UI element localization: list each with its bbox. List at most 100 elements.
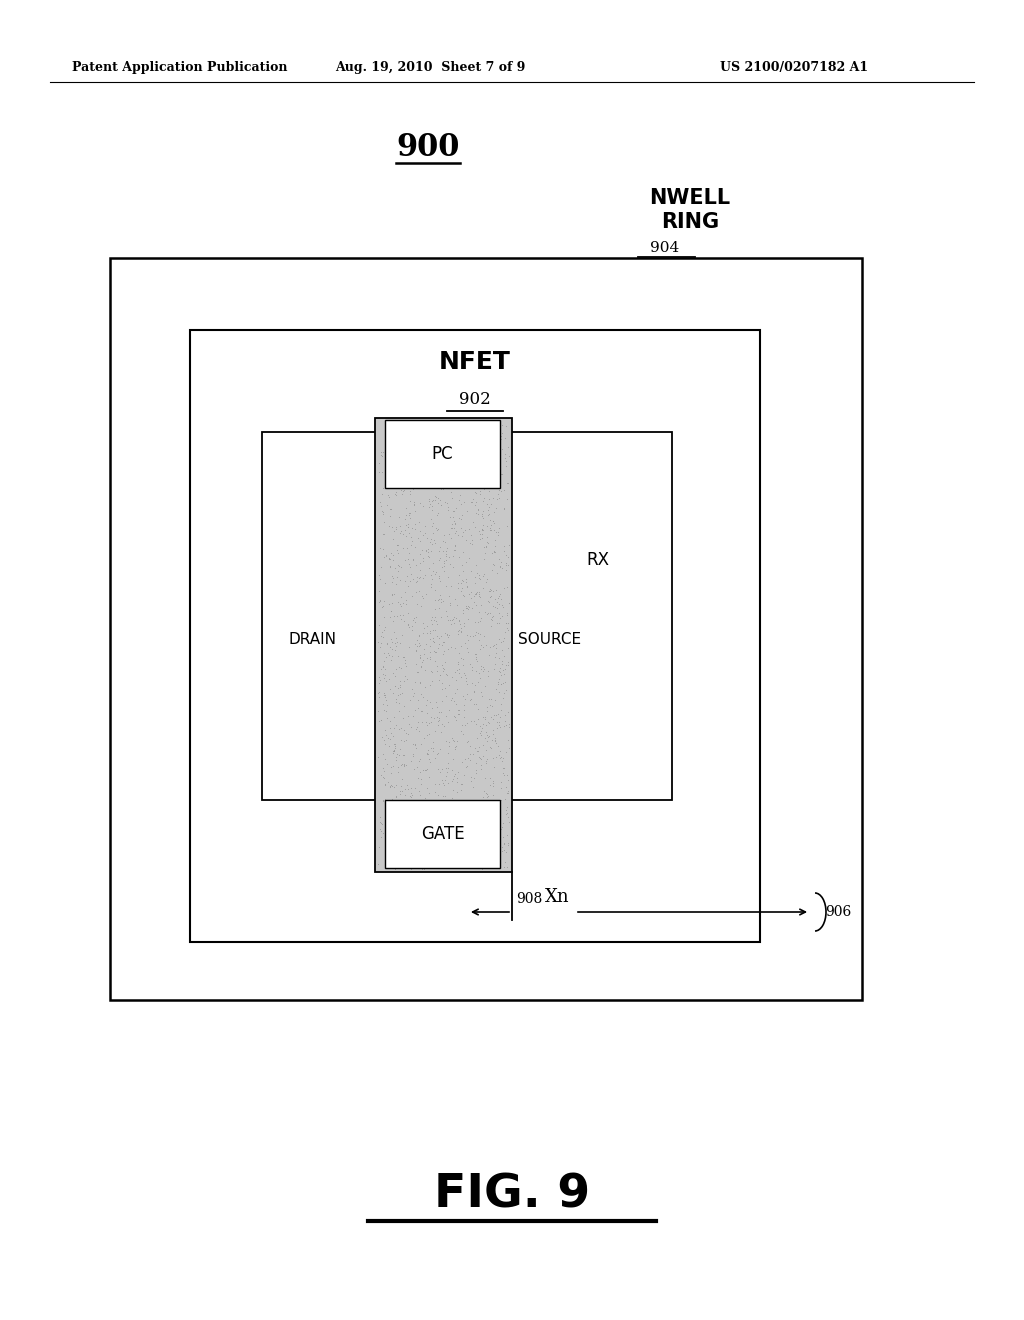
Point (476, 417, 493, 438)
Point (404, 568, 421, 589)
Point (403, 585, 420, 606)
Point (398, 422, 415, 444)
Point (436, 775, 453, 796)
Point (373, 626, 389, 647)
Point (493, 429, 509, 450)
Point (446, 706, 463, 727)
Point (386, 583, 402, 605)
Point (424, 490, 440, 511)
Point (457, 520, 473, 541)
Point (490, 587, 507, 609)
Point (387, 858, 403, 879)
Point (478, 731, 495, 752)
Point (393, 587, 410, 609)
Point (461, 583, 477, 605)
Point (463, 561, 479, 582)
Point (498, 799, 514, 820)
Point (438, 705, 455, 726)
Point (485, 770, 502, 791)
Point (444, 446, 461, 467)
Point (406, 495, 422, 516)
Point (460, 638, 476, 659)
Point (388, 635, 404, 656)
Point (431, 833, 447, 854)
Point (486, 634, 503, 655)
Point (379, 632, 395, 653)
Point (427, 747, 443, 768)
Point (422, 628, 438, 649)
Point (486, 730, 503, 751)
Point (498, 612, 514, 634)
Point (379, 694, 395, 715)
Point (398, 774, 415, 795)
Point (370, 700, 386, 721)
Point (390, 535, 407, 556)
Point (468, 491, 484, 512)
Point (484, 696, 501, 717)
Point (489, 562, 506, 583)
Point (463, 433, 479, 454)
Point (457, 418, 473, 440)
Point (498, 560, 514, 581)
Point (388, 516, 404, 537)
Point (391, 676, 408, 697)
Point (435, 479, 452, 500)
Point (377, 685, 393, 706)
Point (390, 591, 407, 612)
Point (433, 436, 450, 457)
Point (460, 841, 476, 862)
Point (428, 626, 444, 647)
Point (424, 495, 440, 516)
Point (384, 755, 400, 776)
Point (374, 813, 390, 834)
Point (465, 488, 481, 510)
Point (392, 738, 409, 759)
Point (476, 709, 493, 730)
Point (450, 821, 466, 842)
Point (378, 689, 394, 710)
Point (425, 832, 441, 853)
Point (479, 532, 496, 553)
Point (498, 444, 514, 465)
Point (434, 678, 451, 700)
Point (381, 548, 397, 569)
Point (482, 768, 499, 789)
Point (420, 545, 436, 566)
Point (393, 768, 410, 789)
Point (462, 653, 478, 675)
Point (475, 424, 492, 445)
Point (463, 587, 479, 609)
Point (449, 854, 465, 875)
Point (407, 777, 423, 799)
Point (454, 417, 470, 438)
Point (489, 672, 506, 693)
Point (401, 466, 418, 487)
Point (485, 772, 502, 793)
Point (392, 843, 409, 865)
Point (429, 708, 445, 729)
Point (493, 789, 509, 810)
Point (472, 830, 488, 851)
Point (386, 422, 402, 444)
Point (474, 527, 490, 548)
Point (411, 436, 427, 457)
Point (459, 795, 475, 816)
Point (472, 528, 488, 549)
Text: Xn: Xn (545, 888, 569, 906)
Point (430, 714, 446, 735)
Point (380, 771, 396, 792)
Point (390, 756, 407, 777)
Point (469, 727, 485, 748)
Point (422, 647, 438, 668)
Point (445, 517, 462, 539)
Point (465, 626, 481, 647)
Point (406, 550, 422, 572)
Point (398, 565, 415, 586)
Point (458, 569, 474, 590)
Point (472, 586, 488, 607)
Point (378, 647, 394, 668)
Point (375, 758, 391, 779)
Point (475, 500, 492, 521)
Point (489, 837, 506, 858)
Point (489, 795, 506, 816)
